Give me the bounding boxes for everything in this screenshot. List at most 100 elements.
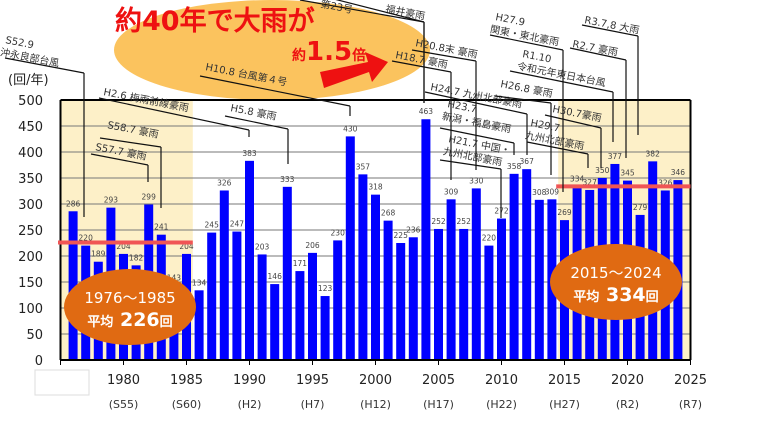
value-label-1981: 182: [129, 253, 144, 262]
value-label-2006: 309: [444, 187, 459, 196]
annotation-label: S52.9: [4, 35, 34, 51]
value-label-2016: 334: [570, 174, 585, 183]
value-label-1995: 206: [305, 241, 320, 250]
annotation-leader: [99, 137, 162, 148]
value-label-1986: 134: [192, 278, 207, 287]
bar-2005: [434, 228, 443, 360]
value-label-2015: 269: [557, 208, 572, 217]
x-tick-label: 1995: [296, 373, 329, 388]
value-label-1988: 326: [217, 178, 232, 187]
x-tick-label: 2025: [674, 373, 707, 388]
value-label-2024: 346: [671, 168, 686, 177]
x-tick-label: 2010: [485, 373, 518, 388]
bar-2008: [471, 188, 481, 360]
annotation-label: R1.10: [521, 49, 552, 65]
bar-1998: [345, 136, 355, 360]
value-label-1993: 333: [280, 175, 295, 184]
bar-1995: [308, 252, 317, 360]
value-label-2023: 326: [658, 178, 673, 187]
x-tick-label: 2005: [422, 373, 455, 388]
bar-1990: [245, 160, 254, 360]
era-tick-label: (S60): [172, 398, 202, 411]
y-axis-label: (回/年): [8, 73, 49, 88]
headline-suffix: 倍: [352, 47, 366, 64]
annotation-leader: [494, 95, 552, 104]
bar-1991: [257, 254, 267, 360]
annotation-leader: [90, 153, 149, 166]
bar-2011: [509, 173, 519, 360]
bar-2004: [421, 119, 431, 361]
bar-2006: [446, 199, 456, 360]
value-label-1977: 220: [79, 234, 94, 243]
x-tick-label: 2020: [611, 373, 644, 388]
average-value: 平均 226回: [87, 309, 172, 331]
y-tick-label: 300: [18, 198, 43, 213]
bar-2000: [371, 194, 380, 360]
y-tick-label: 450: [18, 120, 43, 135]
value-label-2011: 358: [507, 162, 522, 171]
annotation-leader: [544, 114, 602, 129]
value-label-1991: 203: [255, 242, 270, 251]
bar-2009: [484, 245, 494, 360]
bar-1993: [282, 186, 292, 360]
value-label-2012: 367: [520, 157, 535, 166]
value-label-1984: 143: [167, 274, 182, 283]
value-label-2010: 272: [494, 207, 509, 216]
bar-2010: [497, 218, 506, 360]
era-tick-label: (H17): [423, 398, 454, 411]
era-tick-label: (H27): [549, 398, 580, 411]
average-unit: 回: [646, 290, 659, 305]
value-label-2007: 252: [457, 217, 472, 226]
average-period: 2015～2024: [570, 264, 661, 282]
y-tick-label: 200: [18, 250, 43, 265]
y-tick-label: 150: [18, 276, 43, 291]
bar-2013: [534, 199, 544, 360]
bar-1994: [295, 271, 305, 360]
value-label-1979: 293: [104, 196, 119, 205]
value-label-1980: 204: [116, 242, 131, 251]
annotation-label: R2.7 豪雨: [571, 37, 619, 59]
value-label-1985: 204: [179, 242, 194, 251]
era-tick-label: (R2): [616, 398, 639, 411]
annotation-leader: [299, 0, 425, 23]
average-value: 334: [599, 284, 645, 306]
x-tick-label: 2000: [359, 373, 392, 388]
annotation-leader: [509, 70, 614, 93]
headline-prefix: 約: [292, 47, 306, 64]
value-label-1997: 230: [331, 228, 346, 237]
bar-2003: [408, 237, 418, 360]
era-tick-label: (H12): [360, 398, 391, 411]
y-tick-label: 250: [18, 224, 43, 239]
value-label-2022: 382: [646, 149, 661, 158]
bar-1992: [270, 284, 280, 360]
y-tick-label: 100: [18, 302, 43, 317]
value-label-1982: 299: [142, 193, 157, 202]
annotation-leader: [489, 34, 564, 51]
value-label-1989: 247: [230, 220, 245, 229]
value-label-1990: 383: [242, 149, 257, 158]
annotation-leader: [335, 0, 425, 23]
annotation-label: H5.8 豪雨: [229, 101, 277, 123]
value-label-2001: 268: [381, 209, 396, 218]
average-period: 1976～1985: [84, 289, 175, 307]
value-label-2021: 279: [633, 203, 648, 212]
bar-1996: [320, 296, 330, 360]
annotation-leader: [224, 115, 289, 130]
annotation-leader: [439, 127, 515, 144]
bar-1999: [358, 174, 368, 360]
bar-2012: [522, 169, 532, 360]
era-tick-label: (H22): [486, 398, 517, 411]
annotation-leader: [439, 159, 502, 170]
average-label: 平均: [573, 289, 599, 305]
average-label: 平均: [87, 314, 113, 330]
average-badge-early: [64, 269, 196, 345]
y-tick-label: 0: [35, 354, 43, 369]
value-label-2019: 377: [608, 152, 623, 161]
value-label-1976: 286: [66, 199, 81, 208]
x-tick-label: 1985: [170, 373, 203, 388]
average-value: 平均 334回: [573, 284, 658, 306]
average-badge-recent: [550, 244, 682, 320]
annotation-leader: [4, 57, 85, 74]
bar-1988: [219, 190, 229, 360]
